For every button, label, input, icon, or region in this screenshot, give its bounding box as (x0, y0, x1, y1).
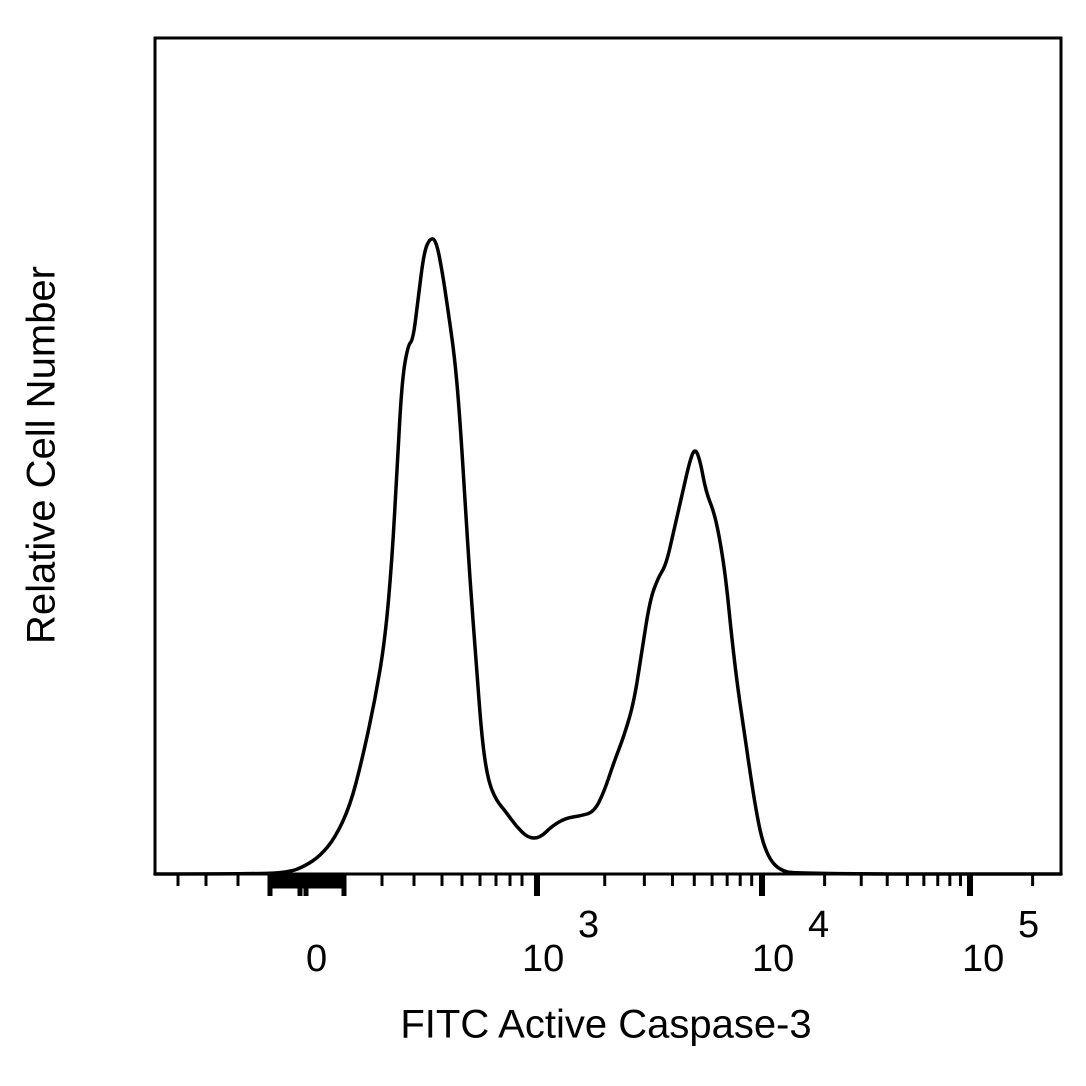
x-axis-label: FITC Active Caspase-3 (400, 1002, 812, 1047)
x-tick-label-1e4: 10 4 (752, 904, 830, 980)
x-axis-ticks (176, 873, 1035, 896)
y-axis-label: Relative Cell Number (19, 266, 64, 644)
x-tick-label-1e3: 10 3 (522, 904, 600, 980)
plot-frame (153, 36, 1063, 876)
x-tick-label-0: 0 (306, 938, 328, 980)
histogram-curve (153, 237, 1063, 876)
x-tick-label-1e5: 10 5 (962, 904, 1040, 980)
